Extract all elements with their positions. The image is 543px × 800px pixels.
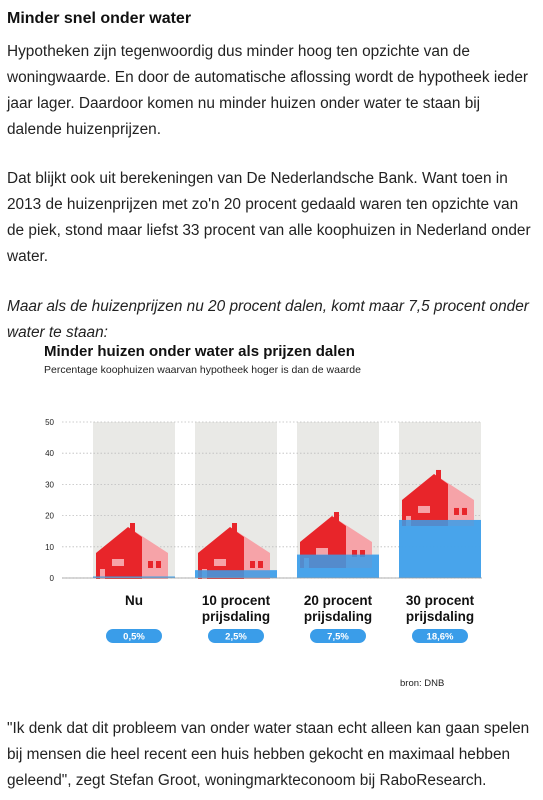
chart-subtitle: Percentage koophuizen waarvan hypotheek …: [44, 364, 361, 376]
article-paragraph-italic: Maar als de huizenprijzen nu 20 procent …: [7, 298, 529, 341]
article-paragraph: Dat blijkt ook uit berekeningen van De N…: [7, 170, 531, 265]
bar-water-level: [297, 554, 379, 578]
house-window: [352, 550, 357, 557]
chart-title: Minder huizen onder water als prijzen da…: [44, 343, 355, 360]
category-label: 10 procent prijsdaling: [202, 593, 271, 624]
article-paragraph: "Ik denk dat dit probleem van onder wate…: [7, 720, 530, 789]
chart-figure: Minder huizen onder water als prijzen da…: [7, 336, 532, 696]
value-label: 7,5%: [327, 632, 349, 643]
category-label: 20 procent prijsdaling: [304, 593, 373, 624]
house-window: [316, 548, 328, 555]
house-front: [96, 527, 142, 579]
value-label: 18,6%: [427, 632, 454, 643]
bar-water-level: [195, 570, 277, 578]
value-label: 2,5%: [225, 632, 247, 643]
value-badge: [106, 629, 162, 643]
house-window: [360, 550, 365, 557]
value-label: 0,5%: [123, 632, 145, 643]
house-group: [93, 523, 175, 579]
y-tick-label: 0: [50, 574, 55, 583]
house-window: [148, 561, 153, 568]
house-chimney: [232, 523, 237, 533]
house-group: [297, 512, 379, 578]
category-label: Nu: [125, 593, 143, 608]
article-heading: Minder snel onder water: [7, 10, 192, 27]
house-front: [402, 473, 448, 526]
value-badge: [208, 629, 264, 643]
value-badge: [310, 629, 366, 643]
house-window: [156, 561, 161, 568]
y-tick-label: 20: [45, 512, 54, 521]
y-tick-label: 30: [45, 480, 54, 489]
house-chimney: [130, 523, 135, 533]
house-front: [198, 527, 244, 579]
house-window: [258, 561, 263, 568]
house-chimney: [334, 512, 339, 522]
article-paragraph: Hypotheken zijn tegenwoordig dus minder …: [7, 43, 529, 138]
article: Minder snel onder water Hypotheken zijn …: [7, 0, 532, 789]
bar-chart: 0 10 20 30 40 50 Nu 10 procent prijsdaling 20 pro…: [45, 418, 482, 643]
y-tick-label: 40: [45, 449, 54, 458]
y-tick-label: 10: [45, 543, 54, 552]
category-label: 30 procent prijsdaling: [406, 593, 475, 624]
house-group: [399, 469, 481, 578]
house-window: [418, 505, 430, 513]
house-window: [250, 561, 255, 568]
house-group: [195, 523, 277, 579]
house-door: [100, 569, 105, 579]
bar-water-level: [93, 576, 175, 578]
house-window: [454, 507, 459, 515]
house-chimney: [436, 469, 441, 480]
value-badge: [412, 629, 468, 643]
bar-water-level: [399, 519, 481, 578]
chart-source: bron: DNB: [400, 678, 445, 689]
house-window: [112, 559, 124, 566]
house-window: [462, 507, 467, 515]
house-window: [214, 559, 226, 566]
y-tick-label: 50: [45, 418, 54, 427]
